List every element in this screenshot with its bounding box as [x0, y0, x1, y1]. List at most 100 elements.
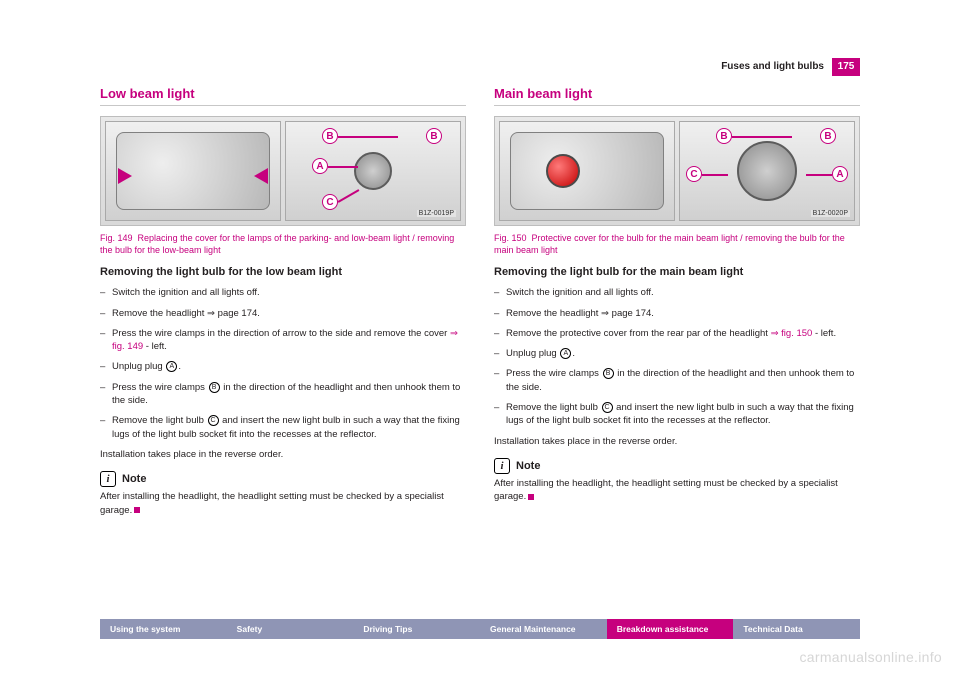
figure-150-caption: Fig. 150 Protective cover for the bulb f… — [494, 232, 860, 256]
footer-tab: Using the system — [100, 619, 227, 639]
inline-callout-letter: C — [602, 402, 613, 413]
note-heading: i Note — [494, 458, 860, 474]
step-text: Switch the ignition and all lights off. — [112, 287, 260, 298]
info-icon: i — [494, 458, 510, 474]
step-text: Remove the headlight ⇒ page 174. — [506, 308, 654, 319]
section-title-right: Main beam light — [494, 86, 860, 106]
arrow-icon — [254, 168, 268, 184]
step: Remove the light bulb C and insert the n… — [100, 414, 466, 441]
callout-line — [732, 136, 792, 138]
right-column: Main beam light B B A C B1Z-0020P — [494, 86, 860, 527]
step-text: Remove the light bulb — [506, 402, 601, 413]
note-body: After installing the headlight, the head… — [494, 478, 838, 502]
callout-line — [328, 166, 358, 168]
callout-b: B — [426, 128, 442, 144]
closing-text: Installation takes place in the reverse … — [494, 435, 860, 448]
end-of-section-icon — [528, 494, 534, 500]
step-text: Remove the protective cover from the rea… — [506, 328, 771, 339]
callout-line — [338, 189, 360, 202]
inline-callout-letter: A — [166, 361, 177, 372]
step-text: Press the wire clamps — [506, 368, 602, 379]
step-text: - left. — [812, 328, 836, 339]
footer-tabs: Using the system Safety Driving Tips Gen… — [100, 619, 860, 639]
callout-a: A — [832, 166, 848, 182]
callout-line — [702, 174, 728, 176]
inline-callout-letter: B — [603, 368, 614, 379]
figure-149-caption: Fig. 149 Replacing the cover for the lam… — [100, 232, 466, 256]
callout-c: C — [322, 194, 338, 210]
step-text: - left. — [143, 341, 167, 352]
procedure-subhead-right: Removing the light bulb for the main bea… — [494, 266, 860, 278]
callout-b: B — [322, 128, 338, 144]
step-text: . — [178, 361, 181, 372]
left-column: Low beam light B B A C B1Z-0019P — [100, 86, 466, 527]
note-label: Note — [122, 473, 146, 485]
step-text: Remove the headlight ⇒ page 174. — [112, 308, 260, 319]
cross-reference: ⇒ fig. 150 — [771, 328, 813, 339]
figure-caption-text: Replacing the cover for the lamps of the… — [100, 233, 454, 255]
bulb-shape-red — [546, 154, 580, 188]
footer-tab: Technical Data — [733, 619, 860, 639]
step: Unplug plug A. — [100, 360, 466, 373]
page-number-badge: 175 — [832, 58, 860, 76]
end-of-section-icon — [134, 507, 140, 513]
step-text: Press the wire clamps — [112, 382, 208, 393]
figure-code: B1Z-0020P — [811, 210, 850, 217]
footer-tab: General Maintenance — [480, 619, 607, 639]
footer-tab: Safety — [227, 619, 354, 639]
step: Switch the ignition and all lights off. — [494, 286, 860, 299]
inline-callout-letter: B — [209, 382, 220, 393]
info-icon: i — [100, 471, 116, 487]
bulb-shape — [354, 152, 392, 190]
callout-line — [806, 174, 832, 176]
watermark: carmanualsonline.info — [800, 649, 943, 665]
callout-b: B — [820, 128, 836, 144]
figure-150: B B A C B1Z-0020P — [494, 116, 860, 226]
page-header: Fuses and light bulbs 175 — [721, 58, 860, 76]
callout-a: A — [312, 158, 328, 174]
figure-code: B1Z-0019P — [417, 210, 456, 217]
closing-text: Installation takes place in the reverse … — [100, 448, 466, 461]
figure-150-right-panel: B B A C B1Z-0020P — [679, 121, 855, 221]
step: Unplug plug A. — [494, 347, 860, 360]
step-text: Press the wire clamps in the direction o… — [112, 328, 450, 339]
footer-tab: Driving Tips — [353, 619, 480, 639]
note-text: After installing the headlight, the head… — [100, 490, 466, 517]
callout-line — [338, 136, 398, 138]
step: Remove the headlight ⇒ page 174. — [100, 307, 466, 320]
step-text: . — [572, 348, 575, 359]
headlamp-shape — [116, 132, 270, 210]
arrow-icon — [118, 168, 132, 184]
step: Remove the light bulb C and insert the n… — [494, 401, 860, 428]
callout-c: C — [686, 166, 702, 182]
chapter-title: Fuses and light bulbs — [721, 58, 832, 76]
bulb-shape — [737, 141, 797, 201]
step-text: Unplug plug — [112, 361, 165, 372]
note-text: After installing the headlight, the head… — [494, 477, 860, 504]
figure-150-left-panel — [499, 121, 675, 221]
step: Press the wire clamps B in the direction… — [494, 367, 860, 394]
note-label: Note — [516, 460, 540, 472]
figure-149-left-panel — [105, 121, 281, 221]
procedure-subhead-left: Removing the light bulb for the low beam… — [100, 266, 466, 278]
headlamp-shape — [510, 132, 664, 210]
step-text: Switch the ignition and all lights off. — [506, 287, 654, 298]
step: Press the wire clamps in the direction o… — [100, 327, 466, 354]
footer-tab-active: Breakdown assistance — [607, 619, 734, 639]
step-text: Unplug plug — [506, 348, 559, 359]
inline-callout-letter: A — [560, 348, 571, 359]
figure-caption-text: Protective cover for the bulb for the ma… — [494, 233, 845, 255]
figure-149: B B A C B1Z-0019P — [100, 116, 466, 226]
step: Switch the ignition and all lights off. — [100, 286, 466, 299]
content-columns: Low beam light B B A C B1Z-0019P — [100, 86, 860, 527]
inline-callout-letter: C — [208, 415, 219, 426]
step: Press the wire clamps B in the direction… — [100, 381, 466, 408]
step-text: Remove the light bulb — [112, 415, 207, 426]
step: Remove the protective cover from the rea… — [494, 327, 860, 340]
figure-caption-prefix: Fig. 150 — [494, 233, 527, 243]
page: Fuses and light bulbs 175 Low beam light… — [0, 0, 960, 679]
figure-caption-prefix: Fig. 149 — [100, 233, 133, 243]
note-heading: i Note — [100, 471, 466, 487]
note-body: After installing the headlight, the head… — [100, 491, 444, 515]
callout-b: B — [716, 128, 732, 144]
